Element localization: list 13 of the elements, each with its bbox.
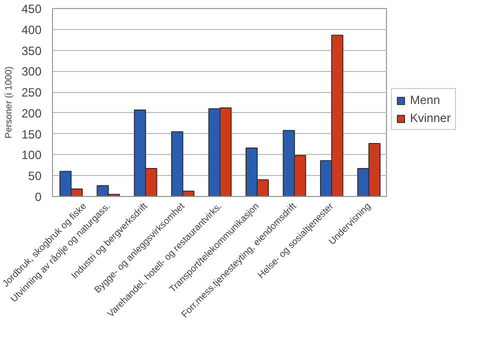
y-tick-label: 100 <box>21 148 42 162</box>
y-tick-label: 50 <box>28 169 42 184</box>
y-tick-label: 150 <box>21 127 42 142</box>
y-tick-label: 250 <box>21 86 42 100</box>
legend-label: Kvinner <box>410 111 451 125</box>
legend-label: Menn <box>410 93 440 107</box>
y-tick-label: 350 <box>21 44 42 58</box>
y-tick-label: 400 <box>21 22 42 37</box>
y-tick-label: 300 <box>21 64 42 79</box>
y-tick-label: 0 <box>34 190 42 204</box>
y-tick-label: 450 <box>21 2 42 16</box>
y-tick-label: 200 <box>21 106 42 120</box>
y-axis-title: Personer (i 1000) <box>3 66 14 139</box>
